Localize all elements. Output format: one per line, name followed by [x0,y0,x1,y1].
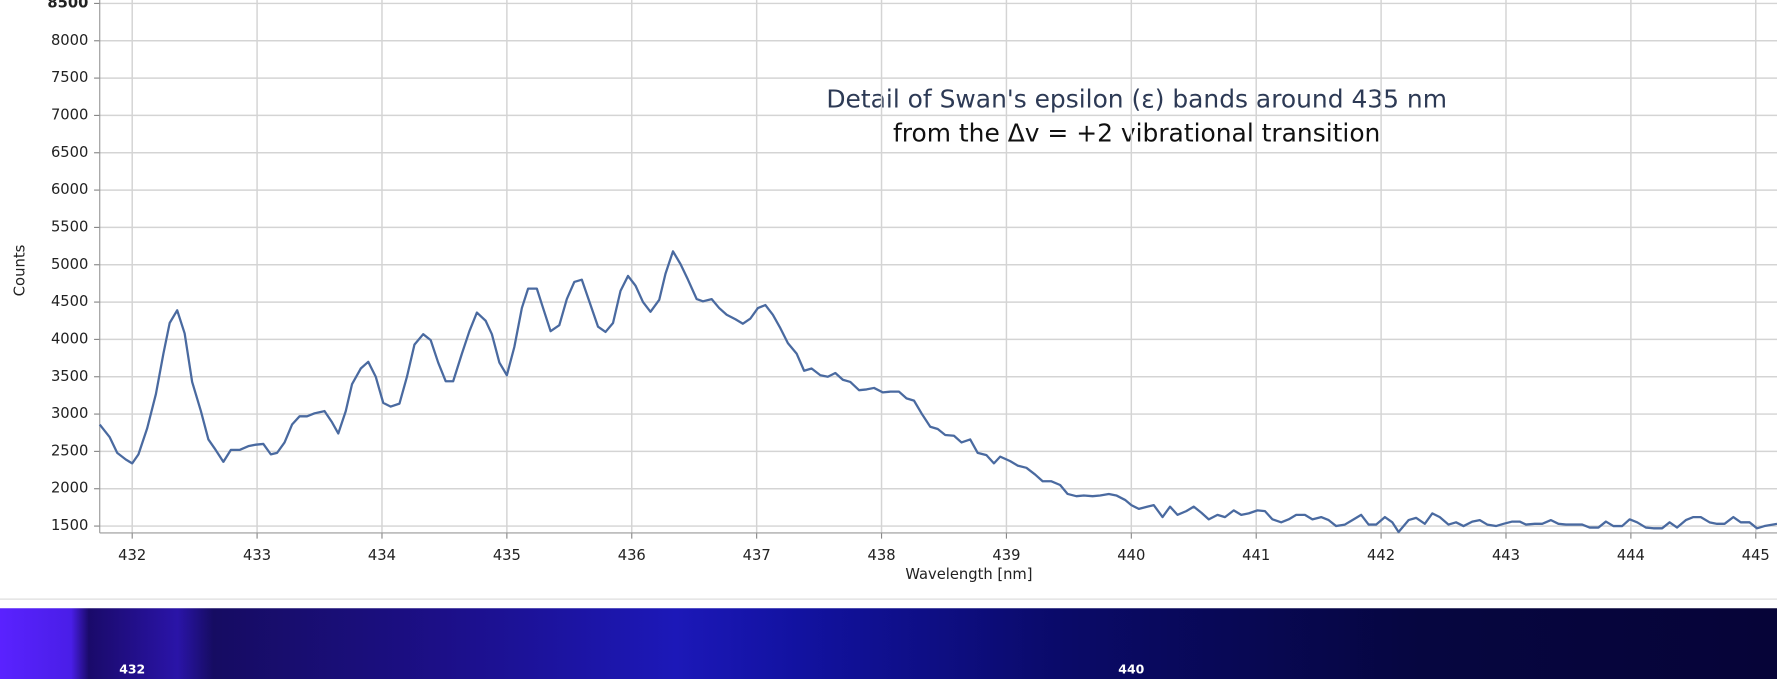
x-tick-label: 437 [743,547,771,564]
x-tick-label: 440 [1117,547,1145,564]
x-tick-label: 436 [618,547,646,564]
y-tick-label: 2500 [51,442,88,459]
y-tick-label: 4000 [51,330,88,347]
x-tick-label: 441 [1242,547,1270,564]
y-tick-label: 1500 [51,517,88,534]
y-tick-label: 8500 [47,0,88,11]
y-axis-label: Counts [11,245,28,297]
x-tick-label: 445 [1742,547,1770,564]
y-tick-label: 3500 [51,368,88,385]
y-tick-label: 4500 [51,293,88,310]
x-axis-label: Wavelength [nm] [905,566,1032,583]
y-tick-label: 5000 [51,256,88,273]
x-tick-label: 438 [867,547,895,564]
y-tick-label: 3000 [51,405,88,422]
data-line [98,250,1777,534]
x-tick-label: 432 [118,547,146,564]
title-line: Detail of Swan's epsilon (ε) bands aroun… [826,84,1447,113]
spectrum-tick-label: 432 [119,661,145,676]
x-tick-label: 442 [1367,547,1395,564]
y-tick-label: 7500 [51,69,88,86]
spectrum-strip [0,608,1777,679]
y-tick-label: 2000 [51,480,88,497]
y-tick-label: 7000 [51,106,88,123]
y-tick-label: 8000 [51,32,88,49]
x-tick-label: 439 [992,547,1020,564]
x-tick-label: 433 [243,547,271,564]
title-line: from the Δv = +2 vibrational transition [893,119,1380,148]
x-tick-label: 434 [368,547,396,564]
y-tick-label: 6000 [51,181,88,198]
x-tick-label: 435 [493,547,521,564]
x-tick-label: 444 [1617,547,1645,564]
x-tick-label: 443 [1492,547,1520,564]
spectrum-tick-label: 440 [1118,661,1144,676]
y-tick-label: 5500 [51,218,88,235]
y-tick-label: 6500 [51,144,88,161]
